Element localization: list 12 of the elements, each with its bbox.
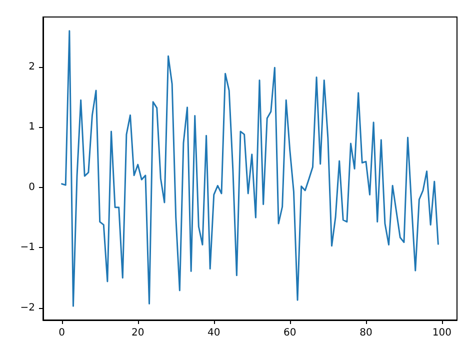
line-series (61, 30, 439, 307)
y-tick-label: 2 (28, 62, 35, 72)
y-tick-label: −1 (20, 242, 35, 254)
x-tick-label: 100 (432, 328, 452, 338)
y-tick-label: −2 (20, 302, 35, 314)
y-tick-label: 1 (28, 122, 35, 133)
x-tick-label: 40 (208, 328, 220, 338)
x-tick-label: 80 (360, 328, 372, 338)
x-tick-label: 20 (131, 328, 144, 338)
x-tick-label: 0 (58, 328, 66, 338)
x-tick-label: 60 (284, 328, 296, 338)
y-tick-label: 0 (28, 182, 35, 193)
